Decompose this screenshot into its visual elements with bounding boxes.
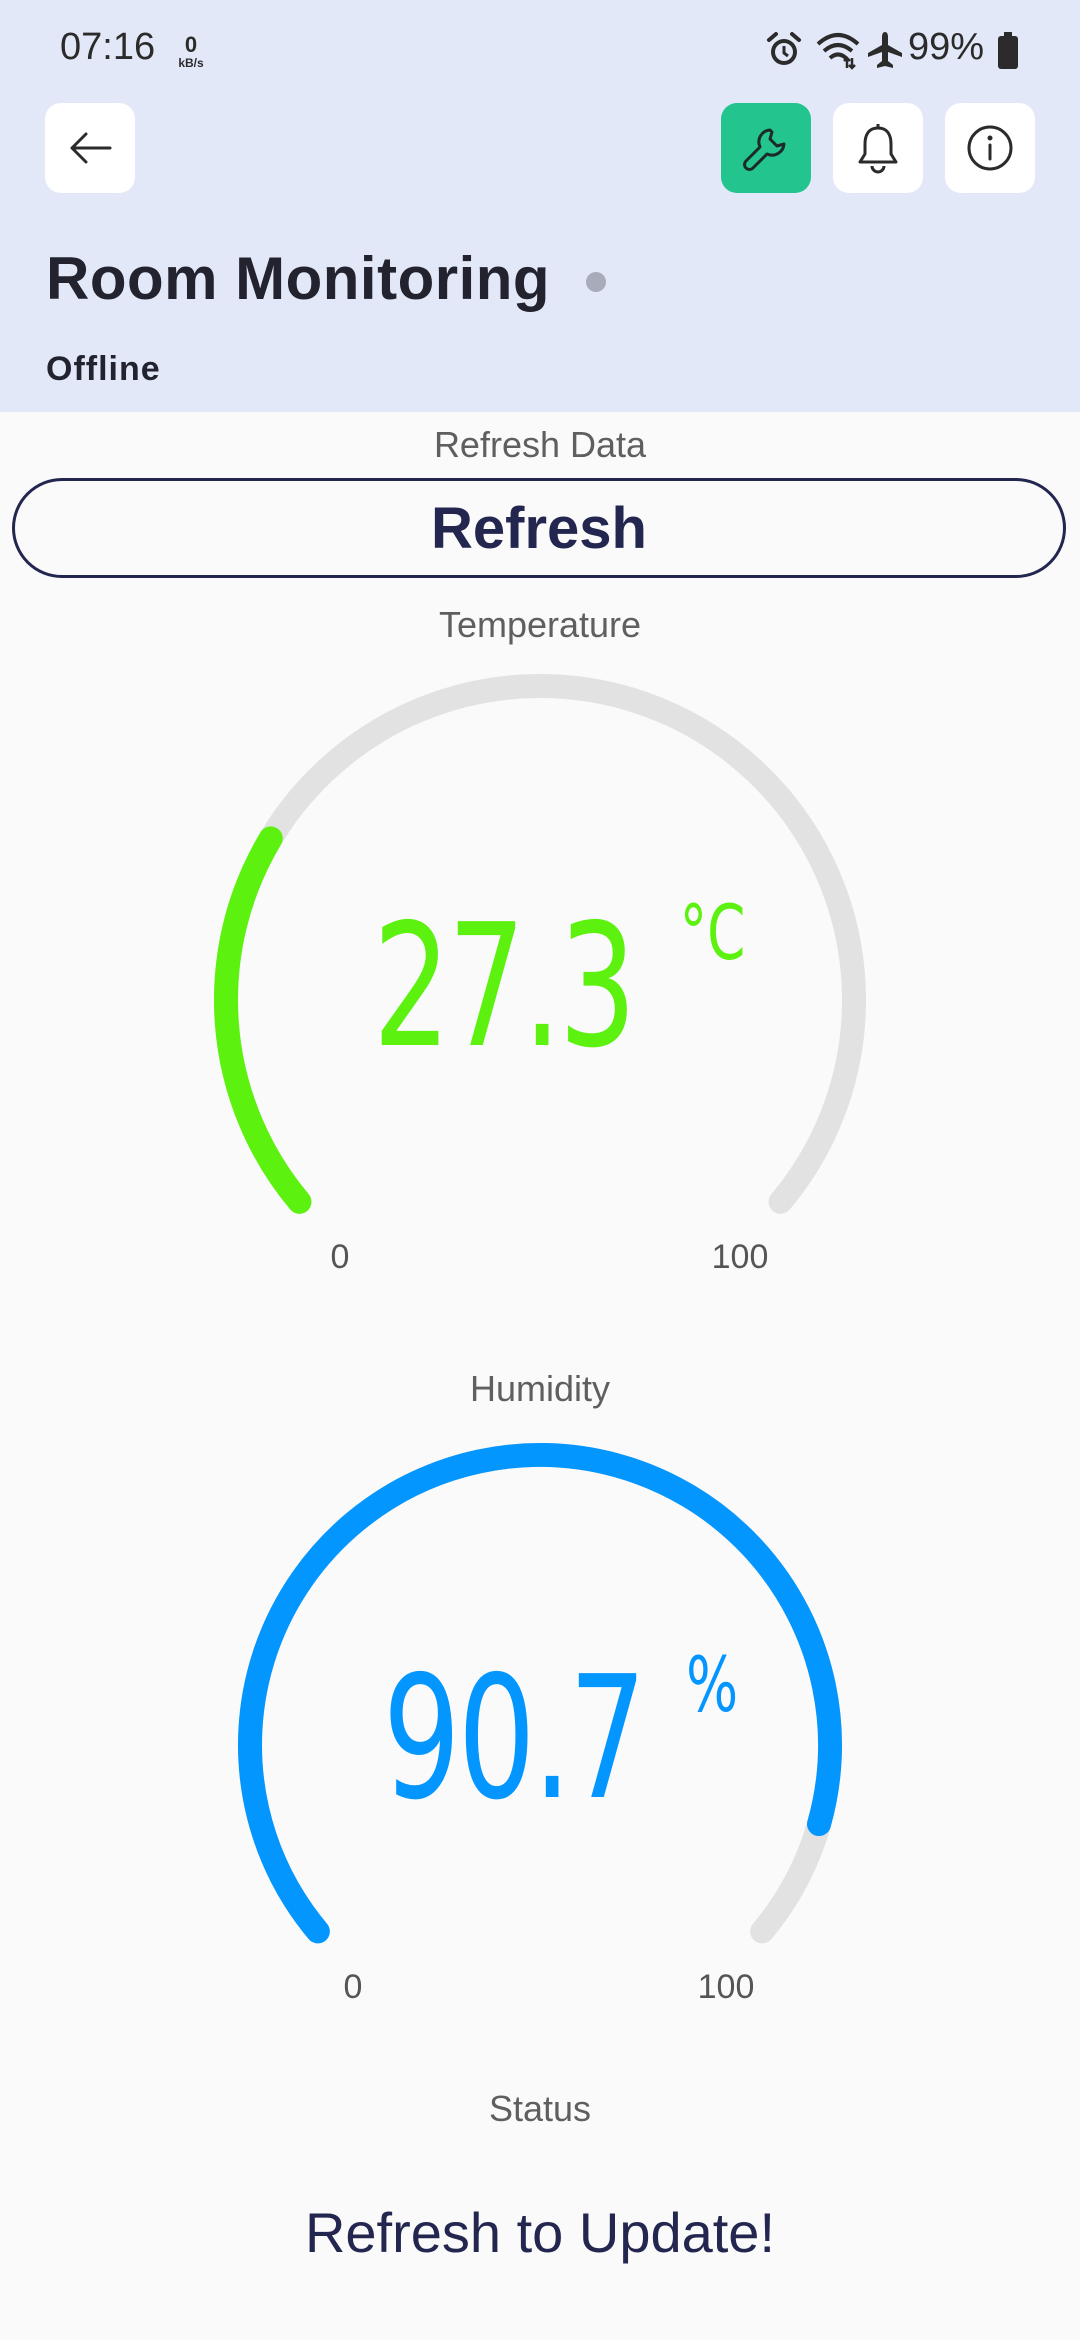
humidity-max: 100 [666, 1968, 786, 2007]
back-icon [66, 124, 114, 172]
device-status: Offline [46, 350, 161, 389]
alarm-icon [766, 30, 802, 70]
net-speed-unit: kB/s [174, 57, 208, 69]
humidity-label: Humidity [0, 1368, 1080, 1410]
connection-dot [586, 272, 606, 292]
wrench-icon [740, 122, 792, 174]
app-header: 07:16 0 kB/s 99% [0, 0, 1080, 412]
battery-level: 99% [908, 26, 984, 69]
settings-wrench-button[interactable] [721, 103, 811, 193]
notifications-button[interactable] [833, 103, 923, 193]
status-bar: 07:16 0 kB/s 99% [0, 0, 1080, 100]
info-button[interactable] [945, 103, 1035, 193]
net-speed-value: 0 [174, 34, 208, 56]
status-time: 07:16 [60, 26, 155, 69]
temperature-min: 0 [280, 1238, 400, 1277]
status-label: Status [0, 2088, 1080, 2130]
temperature-max: 100 [680, 1238, 800, 1277]
info-icon [965, 123, 1015, 173]
humidity-gauge: 90.7% 0 100 [0, 1430, 1080, 2030]
airplane-icon [866, 30, 904, 70]
bell-icon [854, 122, 902, 174]
refresh-data-label: Refresh Data [0, 424, 1080, 466]
refresh-button[interactable]: Refresh [12, 478, 1066, 578]
temperature-unit: °C [679, 888, 745, 977]
temperature-gauge: 27.3 °C 0 100 [0, 670, 1080, 1290]
net-speed: 0 kB/s [174, 34, 208, 69]
temperature-label: Temperature [0, 604, 1080, 646]
status-message: Refresh to Update! [0, 2200, 1080, 2265]
humidity-min: 0 [293, 1968, 413, 2007]
battery-icon [997, 32, 1019, 70]
humidity-number: 90.7 [382, 1640, 643, 1838]
back-button[interactable] [45, 103, 135, 193]
humidity-value: 90.7% [0, 1640, 1080, 1838]
page-title: Room Monitoring [46, 244, 550, 313]
wifi-icon [814, 30, 862, 70]
temperature-value: 27.3 °C [0, 888, 1080, 1086]
temperature-number: 27.3 [373, 888, 634, 1086]
humidity-unit: % [686, 1640, 738, 1729]
